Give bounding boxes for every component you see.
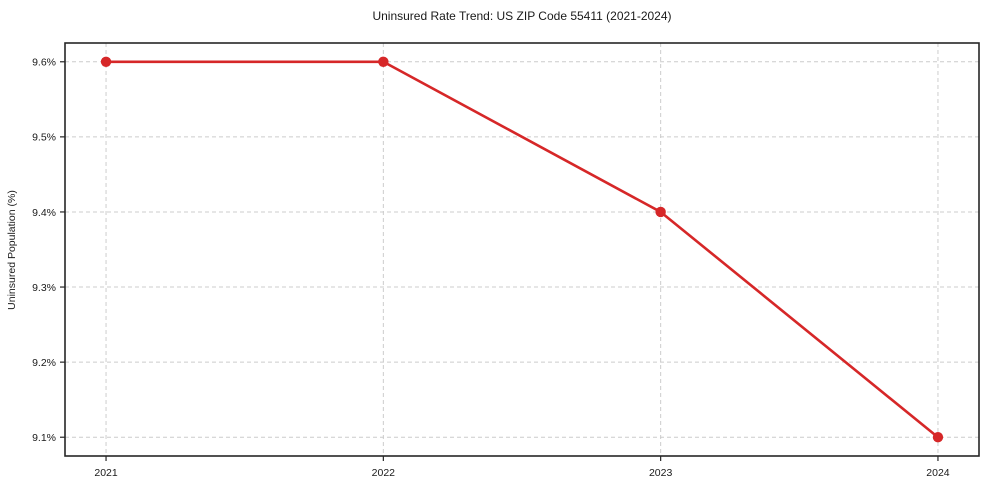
x-tick-label: 2023 bbox=[649, 467, 673, 479]
y-axis-label: Uninsured Population (%) bbox=[6, 190, 18, 310]
data-point bbox=[932, 432, 944, 443]
plot-border bbox=[64, 42, 980, 457]
x-tick-label: 2021 bbox=[94, 467, 118, 479]
x-tick-label: 2024 bbox=[926, 467, 950, 479]
y-tick-label: 9.3% bbox=[32, 282, 56, 294]
axis-ticks: 9.1% 9.2% 9.3% 9.4% 9.5% 9.6% 2021 2022 2023 2024 bbox=[32, 57, 950, 479]
data-point bbox=[378, 56, 389, 67]
data-point bbox=[100, 56, 112, 67]
y-tick-label: 9.1% bbox=[32, 432, 56, 444]
y-tick-label: 9.4% bbox=[32, 207, 56, 219]
y-tick-label: 9.5% bbox=[32, 132, 56, 144]
gridlines bbox=[65, 43, 979, 456]
data-point bbox=[655, 206, 666, 218]
data-series bbox=[100, 56, 944, 443]
y-tick-label: 9.6% bbox=[32, 57, 56, 69]
x-tick-label: 2022 bbox=[372, 467, 396, 479]
trend-line bbox=[104, 60, 940, 439]
chart-title: Uninsured Rate Trend: US ZIP Code 55411 … bbox=[372, 9, 671, 23]
y-tick-label: 9.2% bbox=[32, 357, 56, 369]
